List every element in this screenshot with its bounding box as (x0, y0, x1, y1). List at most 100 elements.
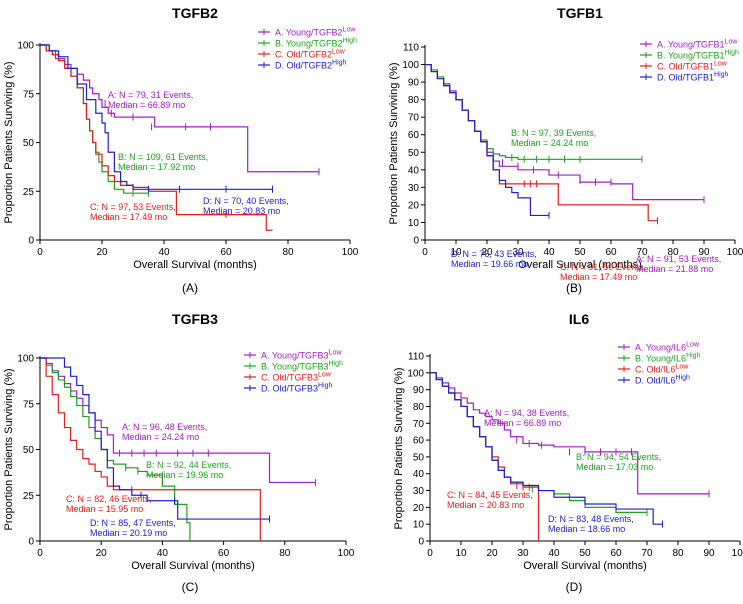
y-tick-label: 75 (23, 399, 35, 410)
y-tick-label: 60 (413, 436, 425, 447)
y-axis-label: Proportion Patients Surviving (%) (388, 62, 400, 224)
legend-entry: D. Old/TGFB3High (261, 383, 333, 394)
x-tick-label: 40 (158, 247, 170, 258)
median-annotation-line2: Median = 21.88 mo (636, 264, 713, 274)
median-annotation-line2: Median = 24.24 mo (122, 432, 199, 442)
median-annotation-line1: A: N = 91, 53 Events, (636, 254, 721, 264)
legend-label: A. Young/IL6 (635, 343, 686, 353)
x-tick-label: 20 (96, 548, 108, 559)
x-tick-label: 40 (548, 548, 560, 559)
x-tick-label: 100 (338, 548, 355, 559)
median-annotation-line2: Median = 17.03 mo (576, 462, 653, 472)
chart-panel-tgfb3: TGFB3 0 25 50 75 100 0 20 40 60 80 100 Overall Survi… (3, 311, 355, 594)
legend-superscript: High (318, 383, 333, 390)
survival-curve-4 (430, 372, 663, 525)
y-tick-label: 40 (408, 165, 420, 176)
legend-superscript: Low (318, 372, 332, 379)
x-axis-label: Overall Survival (months) (518, 259, 641, 271)
median-annotation-line2: Median = 20.19 mo (90, 528, 167, 538)
x-tick-label: 100 (727, 247, 743, 258)
legend-superscript: Low (686, 342, 700, 349)
panel-label: (B) (566, 281, 582, 295)
median-annotation-line2: Median = 17.49 mo (560, 272, 637, 282)
legend-label: D. Old/TGFB2 (275, 61, 332, 71)
legend-superscript: Low (676, 364, 690, 371)
legend-entry: A. Young/TGFB2Low (275, 27, 356, 38)
median-annotation-line1: C: N = 82, 46 Events, (66, 494, 152, 504)
x-tick-label: 60 (218, 548, 230, 559)
median-annotation-line2: Median = 66.89 mo (484, 418, 561, 428)
legend-superscript: High (329, 361, 344, 368)
x-tick-label: 100 (732, 548, 743, 559)
legend-superscript: Low (725, 39, 739, 46)
x-tick-label: 80 (282, 247, 294, 258)
y-tick-label: 0 (28, 236, 34, 247)
legend-label: C. Old/TGFB1 (657, 62, 714, 72)
x-tick-label: 10 (450, 247, 462, 258)
legend-label: C. Old/TGFB2 (275, 50, 332, 60)
x-tick-label: 80 (672, 548, 684, 559)
median-annotation-line1: D: N = 85, 47 Events, (90, 518, 176, 528)
median-annotation-line2: Median = 24.24 mo (511, 138, 588, 148)
median-annotation-line2: Median = 18.66 mo (548, 524, 625, 534)
x-tick-label: 20 (486, 548, 498, 559)
y-tick-label: 30 (408, 183, 420, 194)
x-tick-label: 70 (636, 247, 648, 258)
x-tick-label: 60 (610, 548, 622, 559)
survival-curve-3 (40, 44, 273, 231)
x-tick-label: 20 (481, 247, 493, 258)
survival-curve-4 (40, 44, 273, 190)
survival-curve-3 (430, 372, 540, 541)
x-axis-label: Overall Survival (months) (131, 560, 254, 572)
median-annotation-line2: Median = 19.96 mo (146, 470, 223, 480)
x-axis-label: Overall Survival (months) (133, 259, 256, 271)
legend-entry: C. Old/TGFB1Low (657, 61, 728, 72)
legend-label: D. Old/TGFB3 (261, 384, 318, 394)
x-tick-label: 0 (37, 247, 43, 258)
chart-title: TGFB2 (172, 5, 218, 21)
y-tick-label: 50 (23, 138, 35, 149)
y-axis-label: Proportion Patients Surviving (%) (3, 368, 15, 530)
y-tick-label: 80 (408, 95, 420, 106)
median-annotation-line1: D: N = 70, 40 Events, (203, 196, 289, 206)
y-tick-label: 25 (23, 491, 35, 502)
survival-curve-4 (425, 63, 549, 217)
y-axis-label: Proportion Patients Surviving (%) (393, 367, 405, 529)
y-axis-label: Proportion Patients Surviving (%) (3, 61, 15, 223)
x-tick-label: 100 (342, 247, 359, 258)
median-annotation-line2: Median = 19.66 mo (451, 259, 528, 269)
legend-superscript: High (676, 375, 691, 382)
x-tick-label: 40 (543, 247, 555, 258)
legend-entry: D. Old/TGFB1High (657, 72, 729, 83)
legend-label: A. Young/TGFB2 (275, 28, 343, 38)
x-tick-label: 10 (455, 548, 467, 559)
legend-entry: C. Old/TGFB3Low (261, 372, 332, 383)
chart-title: TGFB3 (172, 311, 218, 327)
median-annotation-line2: Median = 17.49 mo (90, 212, 167, 222)
x-tick-label: 20 (96, 247, 108, 258)
legend-label: B. Young/TGFB2 (275, 39, 343, 49)
legend-entry: C. Old/TGFB2Low (275, 49, 346, 60)
y-tick-label: 100 (407, 368, 424, 379)
chart-panel-tgfb2: TGFB2 0 25 50 75 100 0 20 40 60 80 100 Overall Survi… (3, 5, 359, 295)
y-tick-label: 100 (17, 41, 34, 52)
x-tick-label: 70 (641, 548, 653, 559)
median-annotation-line1: C: N = 97, 53 Events, (90, 202, 176, 212)
y-tick-label: 80 (413, 402, 425, 413)
legend-entry: A. Young/TGFB3Low (261, 350, 342, 361)
legend-superscript: Low (332, 49, 346, 56)
y-tick-label: 50 (413, 452, 425, 463)
median-annotation-line1: B: N = 109, 61 Events, (118, 152, 208, 162)
x-tick-label: 90 (698, 247, 710, 258)
chart-panel-tgfb1: TGFB1 0 10 20 30 40 50 60 70 80 90 100 110 0 10 20 30 40 5… (388, 5, 743, 295)
legend-superscript: Low (714, 61, 728, 68)
median-annotation-line1: B: N = 92, 44 Events, (146, 460, 231, 470)
legend-entry: D. Old/TGFB2High (275, 60, 347, 71)
x-tick-label: 40 (157, 548, 169, 559)
legend-superscript: Low (329, 350, 343, 357)
legend-superscript: High (725, 50, 740, 57)
legend-label: D. Old/IL6 (635, 376, 676, 386)
legend-superscript: High (332, 60, 347, 67)
x-tick-label: 60 (605, 247, 617, 258)
y-tick-label: 40 (413, 469, 425, 480)
